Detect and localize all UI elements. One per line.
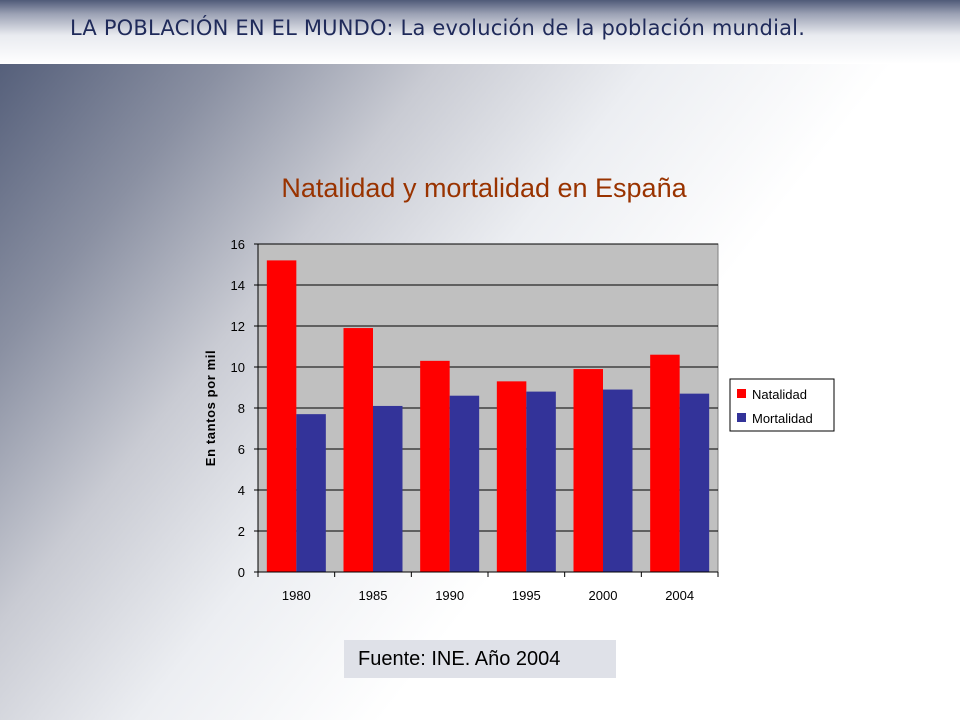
header-bar: LA POBLACIÓN EN EL MUNDO: La evolución d… (0, 0, 960, 64)
y-tick-labels: 0 2 4 6 8 10 12 14 16 (231, 237, 245, 580)
y-tick-label: 12 (231, 319, 245, 334)
y-tick-label: 8 (238, 401, 245, 416)
bar-mortalidad-1980 (296, 414, 326, 572)
bar-natalidad-1985 (343, 328, 373, 572)
y-axis-label: En tantos por mil (203, 350, 218, 466)
legend-label-mortalidad: Mortalidad (752, 411, 813, 426)
source-text: Fuente: INE. Año 2004 (358, 648, 561, 670)
x-tick-label: 1990 (435, 588, 464, 603)
y-tick-label: 0 (238, 565, 245, 580)
chart-title: Natalidad y mortalidad en España (281, 173, 687, 203)
bar-mortalidad-2004 (679, 393, 710, 572)
x-tick-label: 1995 (512, 588, 541, 603)
slide-title-bold: LA POBLACIÓN EN EL MUNDO: (70, 16, 394, 40)
x-tick-label: 2004 (665, 588, 694, 603)
y-tick-label: 2 (238, 524, 245, 539)
source-box: Fuente: INE. Año 2004 (344, 640, 616, 678)
x-tick-label: 1980 (282, 588, 311, 603)
slide-title: LA POBLACIÓN EN EL MUNDO: La evolución d… (70, 16, 950, 40)
bar-mortalidad-1985 (373, 405, 403, 572)
axes (254, 243, 719, 577)
y-tick-label: 10 (231, 360, 245, 375)
legend-label-natalidad: Natalidad (752, 387, 807, 402)
bar-natalidad-2004 (650, 354, 680, 572)
gridlines (258, 243, 718, 532)
bar-natalidad-1995 (496, 381, 527, 572)
slide-title-rest: La evolución de la población mundial. (393, 16, 806, 40)
legend: Natalidad Mortalidad (729, 378, 835, 432)
bar-mortalidad-2000 (603, 389, 633, 572)
legend-box (729, 378, 835, 432)
legend-swatch-mortalidad (737, 413, 746, 422)
bar-natalidad-2000 (573, 369, 603, 572)
bar-natalidad-1980 (266, 260, 297, 572)
x-tick-label: 1985 (359, 588, 388, 603)
y-tick-label: 16 (231, 237, 245, 252)
x-tick-label: 2000 (589, 588, 618, 603)
y-tick-label: 14 (231, 278, 245, 293)
y-tick-label: 6 (238, 442, 245, 457)
bar-mortalidad-1990 (449, 395, 480, 572)
x-tick-labels: 1980 1985 1990 1995 2000 2004 (282, 588, 694, 603)
y-tick-label: 4 (238, 483, 245, 498)
bar-natalidad-1990 (420, 360, 450, 572)
legend-swatch-natalidad (737, 389, 746, 398)
bar-mortalidad-1995 (526, 391, 556, 572)
bars (266, 260, 710, 572)
